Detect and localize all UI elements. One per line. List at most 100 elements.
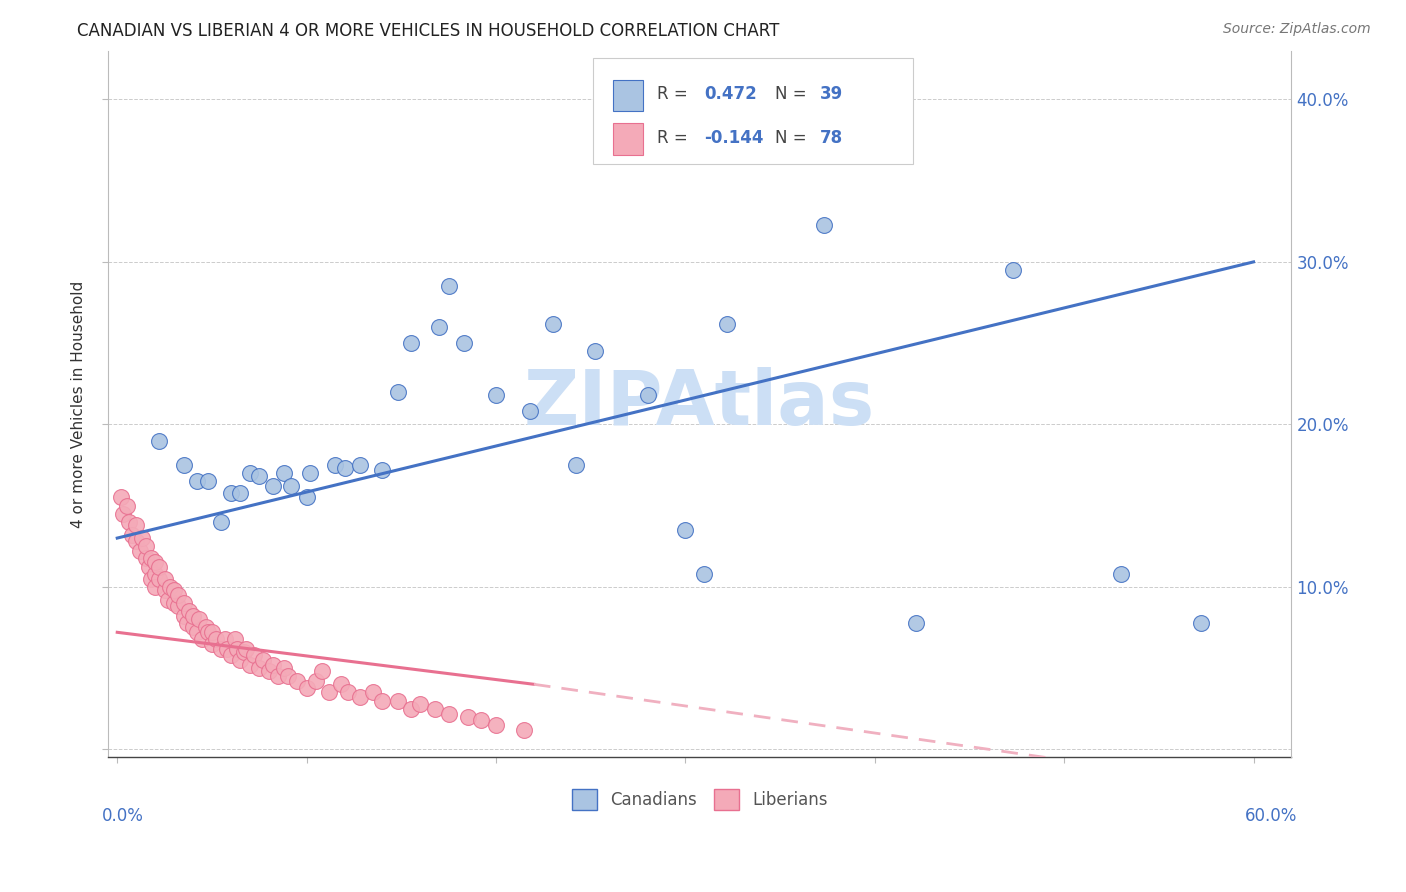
Point [209,515,232,529]
Point [187,612,209,626]
Point [224,632,246,646]
FancyBboxPatch shape [613,79,643,112]
Point [425,701,447,715]
Point [239,466,262,480]
Point [485,718,508,732]
Point [242,648,264,662]
Point [813,218,835,232]
Point [159,580,181,594]
Point [186,625,208,640]
Point [173,458,195,472]
Point [186,474,208,488]
Point [153,572,176,586]
Point [773,141,796,155]
Point [214,632,236,646]
Point [361,685,384,699]
Point [201,625,224,640]
Point [143,580,166,594]
Point [176,615,198,630]
Point [349,458,371,472]
Point [337,685,360,699]
Point [157,592,180,607]
Point [513,723,536,737]
Point [716,317,738,331]
Point [333,461,356,475]
Point [201,637,224,651]
Point [115,499,138,513]
Point [219,485,242,500]
Text: 60.0%: 60.0% [1244,807,1298,825]
Point [125,518,148,533]
Point [387,384,409,399]
Point [673,523,696,537]
Text: N =: N = [775,128,813,146]
Point [191,632,214,646]
Point [141,550,163,565]
Point [121,528,143,542]
Point [252,653,274,667]
Point [323,458,346,472]
Point [457,710,479,724]
Point [148,572,170,586]
Point [437,279,460,293]
Text: 78: 78 [820,128,844,146]
Point [583,344,606,359]
Point [409,697,432,711]
Point [399,701,422,715]
Point [181,609,204,624]
Point [299,466,322,480]
Point [163,583,186,598]
Point [387,693,409,707]
Point [277,669,299,683]
Point [349,690,371,705]
Text: CANADIAN VS LIBERIAN 4 OR MORE VEHICLES IN HOUSEHOLD CORRELATION CHART: CANADIAN VS LIBERIAN 4 OR MORE VEHICLES … [77,22,780,40]
Point [427,319,450,334]
Point [235,641,257,656]
Point [273,661,295,675]
Point [229,485,252,500]
Y-axis label: 4 or more Vehicles in Household: 4 or more Vehicles in Household [72,280,86,528]
Point [129,544,152,558]
FancyBboxPatch shape [593,58,912,164]
Point [863,117,886,131]
Text: -0.144: -0.144 [704,128,763,146]
Point [225,641,247,656]
Point [1109,566,1132,581]
Text: ZIPAtlas: ZIPAtlas [524,367,876,441]
Point [166,599,188,614]
Point [233,645,256,659]
FancyBboxPatch shape [613,123,643,155]
Point [564,458,586,472]
Point [285,674,308,689]
Point [143,556,166,570]
Point [267,669,290,683]
Point [110,491,132,505]
Point [318,685,340,699]
Point [1002,263,1025,277]
Point [470,713,492,727]
Point [905,615,928,630]
Point [1189,615,1212,630]
Point [371,693,394,707]
Point [125,534,148,549]
Point [204,632,226,646]
Point [148,560,170,574]
Point [141,572,163,586]
Point [329,677,352,691]
Point [262,479,284,493]
Point [111,507,134,521]
Point [273,466,295,480]
Point [197,474,219,488]
Point [135,539,157,553]
Point [239,657,262,672]
Point [453,336,475,351]
Point [163,596,186,610]
Text: Source: ZipAtlas.com: Source: ZipAtlas.com [1223,22,1371,37]
Point [153,583,176,598]
Text: 0.0%: 0.0% [101,807,143,825]
Point [541,317,564,331]
Point [247,661,270,675]
Point [257,665,280,679]
Point [195,620,218,634]
Text: 0.472: 0.472 [704,85,756,103]
